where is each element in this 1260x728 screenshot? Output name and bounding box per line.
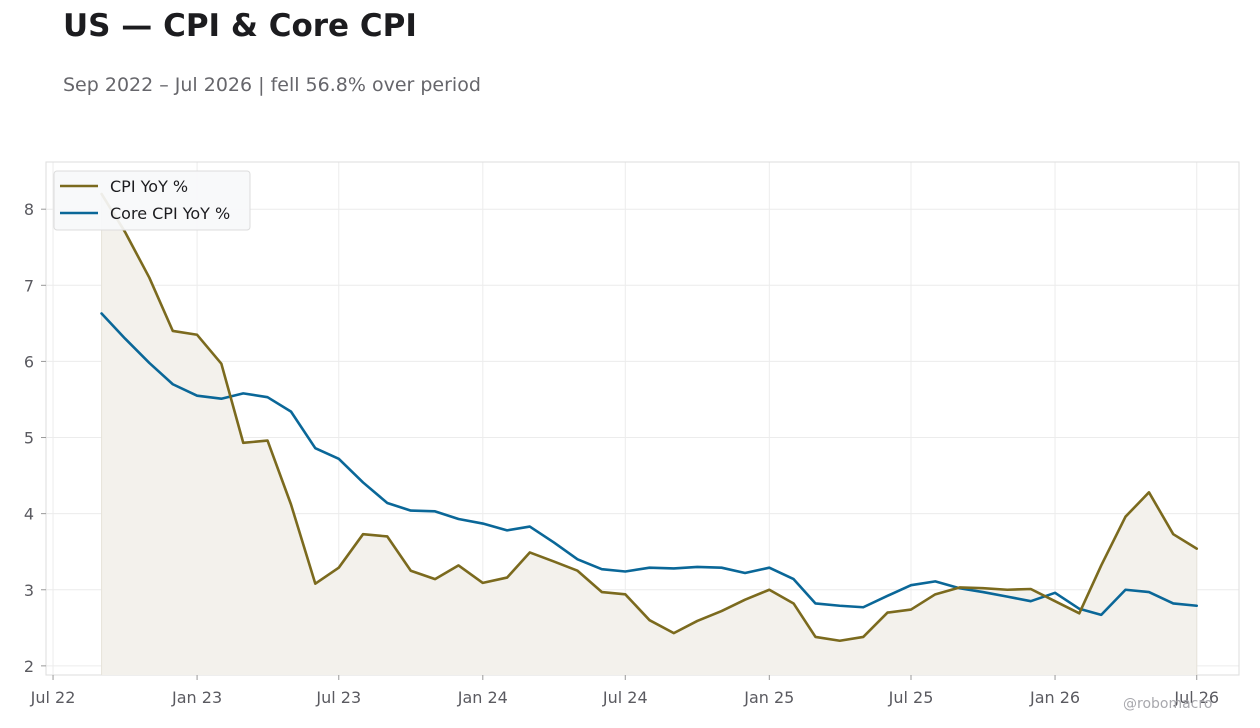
series-area-fill bbox=[101, 193, 1197, 676]
y-tick-label: 7 bbox=[24, 276, 34, 295]
x-tick-label: Jan 23 bbox=[171, 688, 222, 707]
series-line-core-cpi bbox=[100, 312, 1199, 617]
y-tick-label: 3 bbox=[24, 581, 34, 600]
series-layer bbox=[100, 192, 1199, 676]
x-tick-label: Jul 24 bbox=[602, 688, 648, 707]
watermark: @robomacro bbox=[1123, 696, 1213, 712]
x-tick-label: Jan 24 bbox=[457, 688, 508, 707]
legend: CPI YoY % Core CPI YoY % bbox=[53, 170, 251, 231]
chart-title: US — CPI & Core CPI bbox=[63, 8, 417, 44]
chart-subtitle: Sep 2022 – Jul 2026 | fell 56.8% over pe… bbox=[63, 74, 481, 96]
y-tick-label: 4 bbox=[24, 505, 34, 524]
x-axis: Jul 22 Jan 23 Jul 23 Jan 24 Jul 24 Jan 25 Jul … bbox=[30, 675, 1219, 707]
y-tick-label: 2 bbox=[24, 657, 34, 676]
y-tick-label: 5 bbox=[24, 429, 34, 448]
legend-label: CPI YoY % bbox=[110, 177, 188, 196]
y-tick-label: 8 bbox=[24, 200, 34, 219]
x-tick-label: Jul 26 bbox=[1173, 688, 1219, 707]
y-axis: 2 3 4 5 6 7 8 bbox=[24, 200, 46, 676]
x-tick-label: Jul 23 bbox=[315, 688, 361, 707]
legend-box bbox=[53, 170, 251, 231]
legend-label: Core CPI YoY % bbox=[110, 204, 230, 223]
x-tick-label: Jan 26 bbox=[1029, 688, 1080, 707]
x-tick-label: Jul 25 bbox=[888, 688, 934, 707]
x-tick-label: Jul 22 bbox=[30, 688, 76, 707]
y-tick-label: 6 bbox=[24, 352, 34, 371]
x-tick-label: Jan 25 bbox=[743, 688, 794, 707]
series-line-cpi bbox=[100, 192, 1199, 643]
